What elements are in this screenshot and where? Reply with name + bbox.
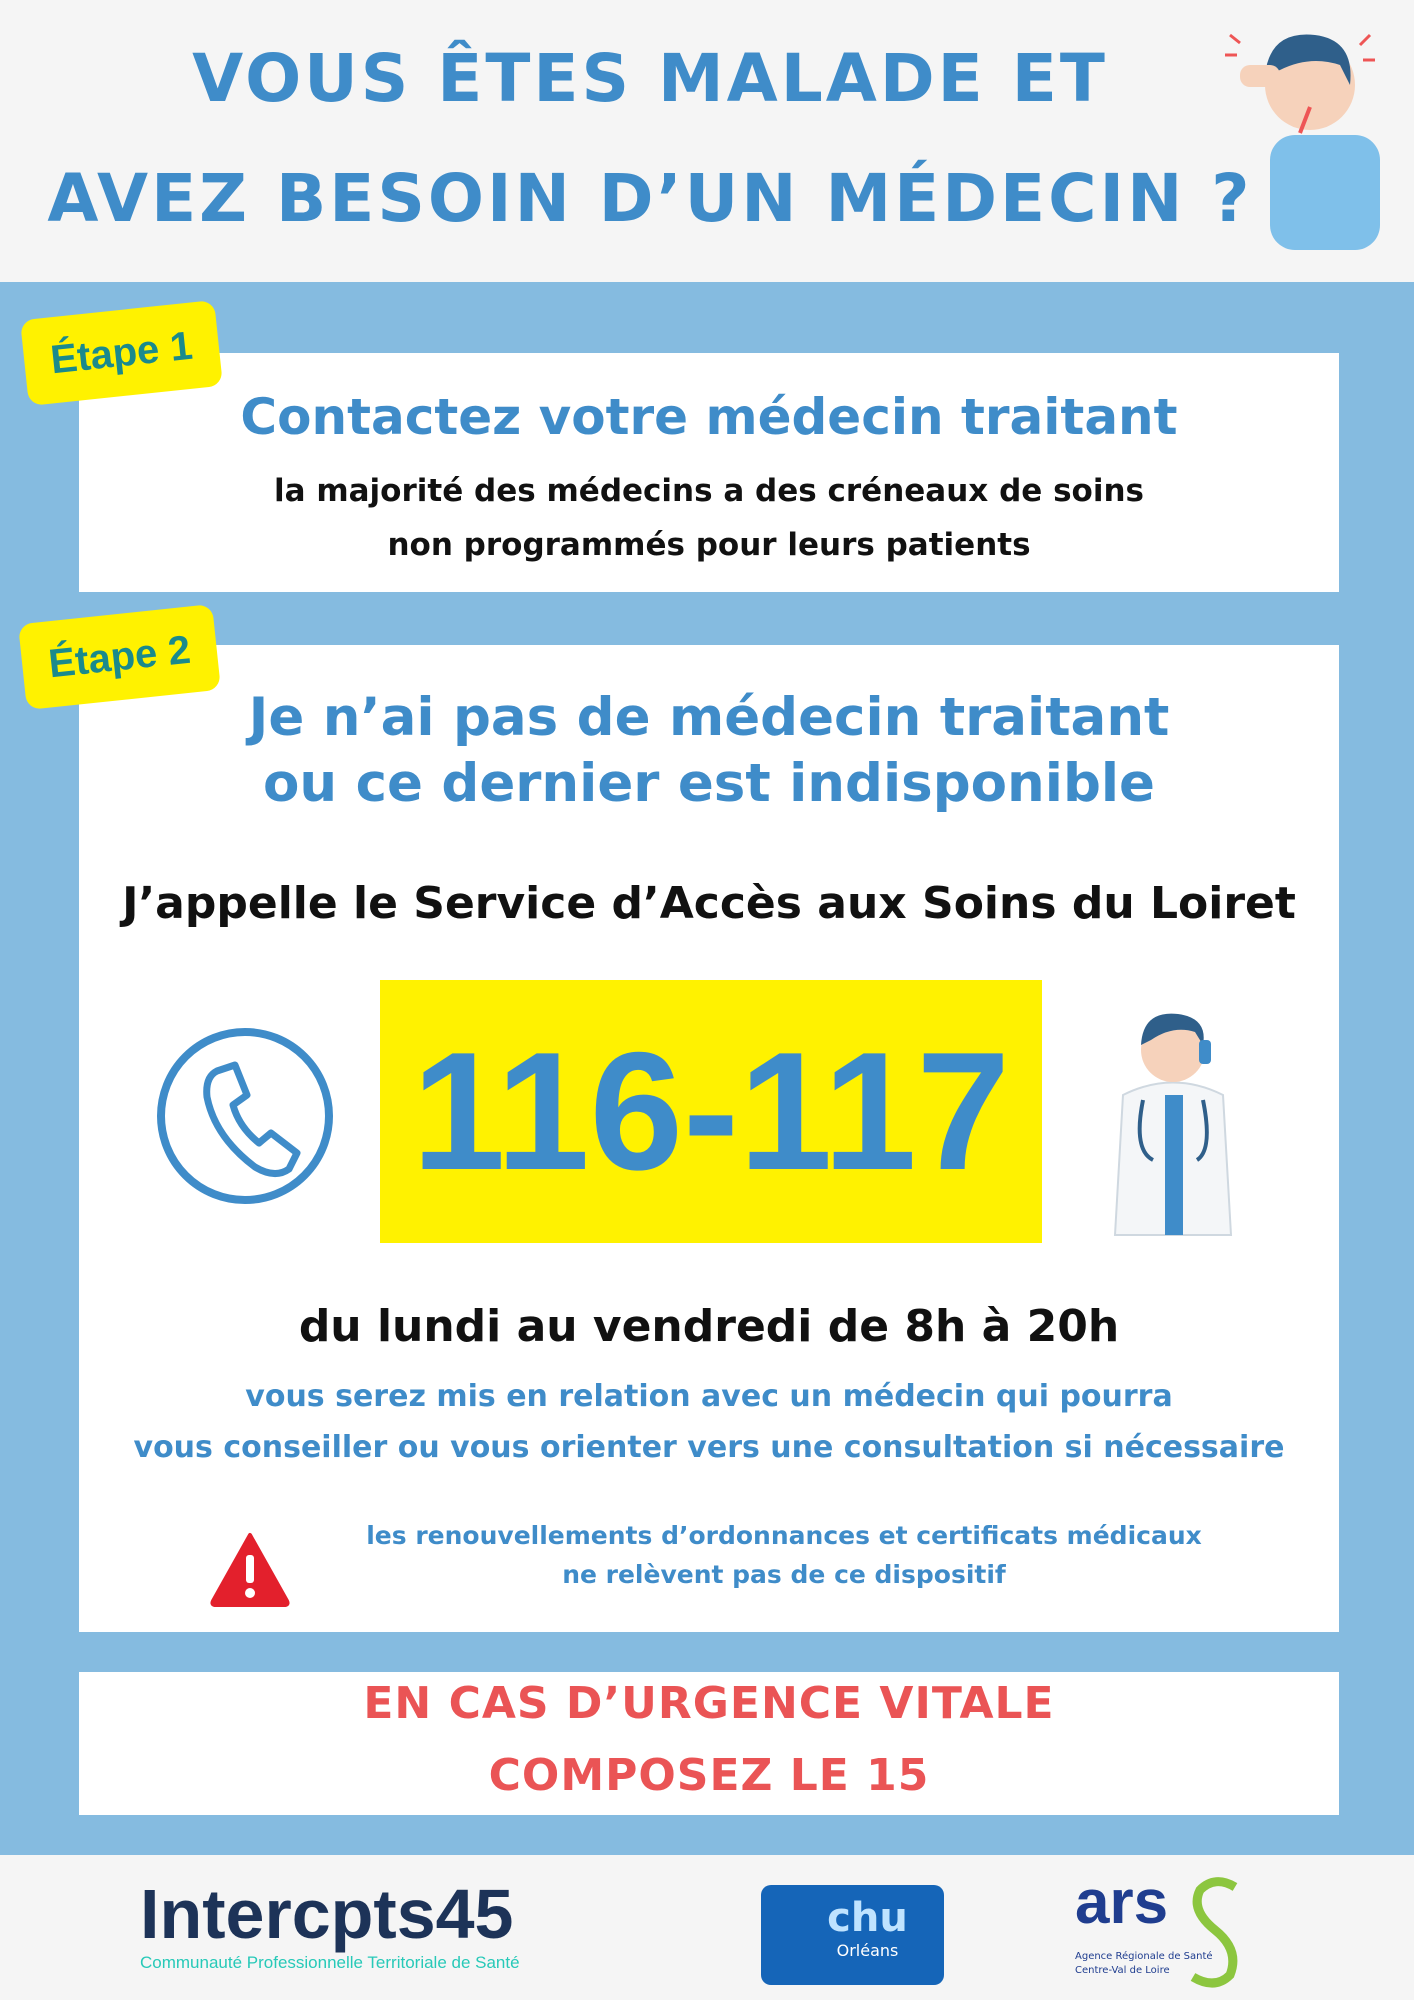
title-line-1: VOUS ÊTES MALADE ET xyxy=(192,40,1108,117)
chu-logo-subtitle: Orléans xyxy=(836,1941,899,1960)
warning-line-2: ne relèvent pas de ce dispositif xyxy=(562,1560,1006,1589)
ars-logo-line-1: Agence Régionale de Santé xyxy=(1075,1951,1213,1962)
ars-logo-name: ars xyxy=(1075,1868,1169,1937)
step1-box: Contactez votre médecin traitant la majo… xyxy=(79,353,1339,592)
warning-icon xyxy=(210,1533,290,1607)
ars-logo-line-2: Centre-Val de Loire xyxy=(1075,1965,1170,1976)
sick-person-illustration xyxy=(1225,33,1380,250)
call-text: J’appelle le Service d’Accès aux Soins d… xyxy=(122,878,1296,929)
header: VOUS ÊTES MALADE ET AVEZ BESOIN D’UN MÉD… xyxy=(0,0,1414,282)
step1-text-line-2: non programmés pour leurs patients xyxy=(387,527,1031,563)
step1-heading: Contactez votre médecin traitant xyxy=(240,388,1178,446)
emergency-box: EN CAS D’URGENCE VITALE COMPOSEZ LE 15 xyxy=(79,1672,1339,1815)
phone-number-highlight: 116-117 xyxy=(380,980,1042,1243)
title-line-2: AVEZ BESOIN D’UN MÉDECIN ? xyxy=(47,160,1253,237)
phone-number[interactable]: 116-117 xyxy=(411,1017,1010,1205)
chu-logo-name: chu xyxy=(827,1895,908,1941)
emergency-line-2: COMPOSEZ LE 15 xyxy=(488,1750,930,1801)
step2-heading-line-2: ou ce dernier est indisponible xyxy=(263,753,1155,814)
ars-logo: ars Agence Régionale de Santé Centre-Val… xyxy=(1075,1868,1255,1995)
chu-orleans-logo: chu Orléans xyxy=(761,1885,944,1985)
hours-text: du lundi au vendredi de 8h à 20h xyxy=(298,1301,1120,1352)
info-line-2: vous conseiller ou vous orienter vers un… xyxy=(133,1430,1285,1465)
cpts45-logo-subtitle: Communauté Professionnelle Territoriale … xyxy=(140,1953,520,1972)
step2-heading-line-1: Je n’ai pas de médecin traitant xyxy=(248,687,1170,748)
doctor-illustration xyxy=(1113,1013,1233,1236)
footer: Intercpts45 Communauté Professionnelle T… xyxy=(0,1855,1414,2000)
info-line-1: vous serez mis en relation avec un médec… xyxy=(245,1379,1173,1414)
step1-text-line-1: la majorité des médecins a des créneaux … xyxy=(274,473,1144,509)
phone-icon xyxy=(157,1028,333,1204)
cpts45-logo-name: Intercpts45 xyxy=(140,1875,514,1953)
step2-box: Je n’ai pas de médecin traitant ou ce de… xyxy=(79,645,1339,1632)
warning-line-1: les renouvellements d’ordonnances et cer… xyxy=(366,1521,1202,1550)
cpts45-logo: Intercpts45 Communauté Professionnelle T… xyxy=(140,1875,640,1973)
emergency-line-1: EN CAS D’URGENCE VITALE xyxy=(363,1678,1055,1729)
ars-s-shape xyxy=(1190,1877,1238,1988)
